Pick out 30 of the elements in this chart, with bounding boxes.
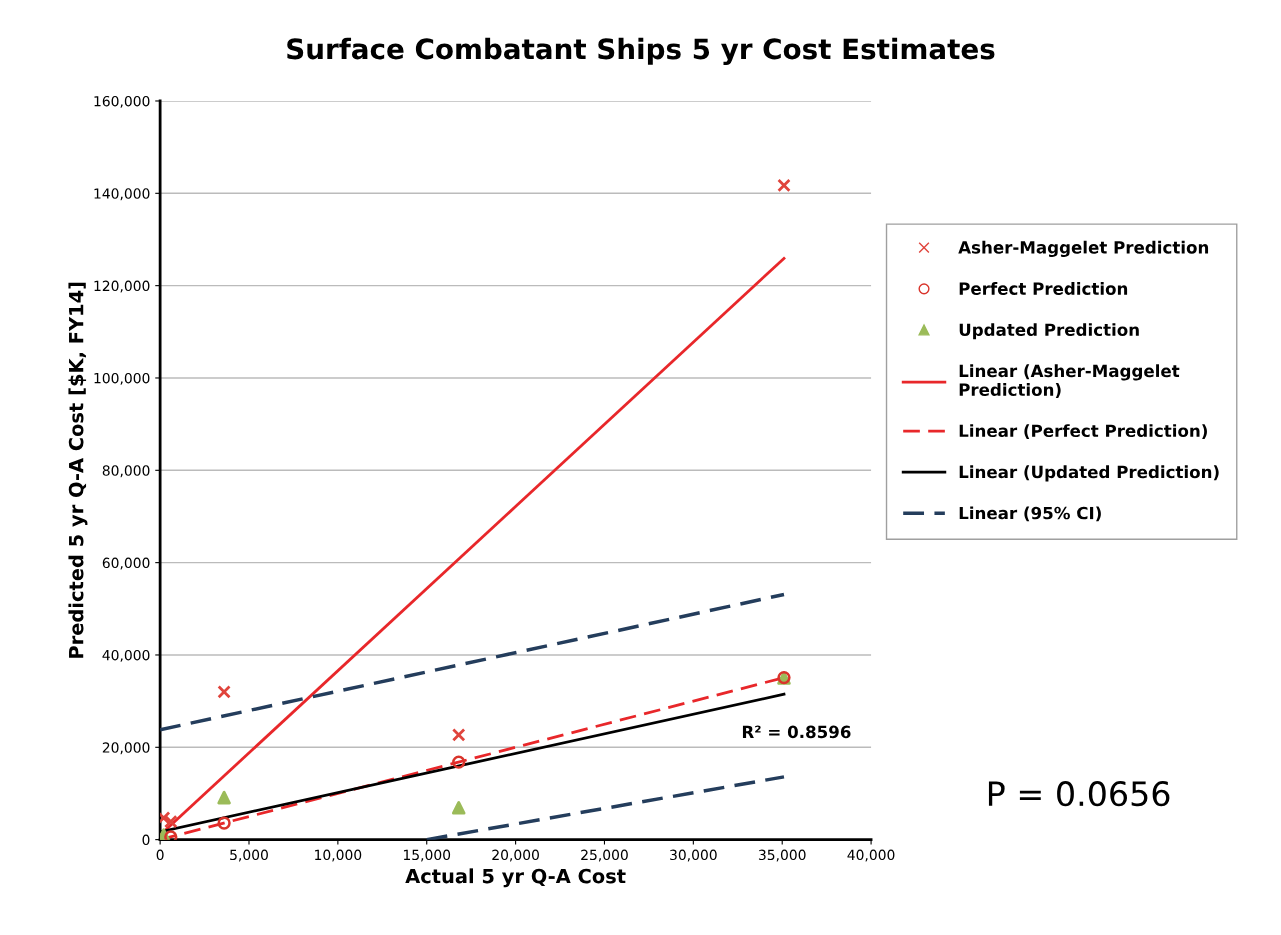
y-tick-label: 0 <box>142 834 150 846</box>
legend-label: Linear (Asher-Maggelet Prediction) <box>959 364 1180 398</box>
y-tick-label: 160,000 <box>94 95 150 108</box>
legend-label: Updated Prediction <box>959 323 1139 340</box>
chart-title: Surface Combatant Ships 5 yr Cost Estimates <box>287 37 995 65</box>
x-tick-label: 30,000 <box>670 849 717 862</box>
legend-label: Asher-Maggelet Prediction <box>958 240 1209 258</box>
y-tick-label: 100,000 <box>94 372 150 385</box>
y-axis-title: Predicted 5 yr Q-A Cost [$K, FY14] <box>68 282 88 658</box>
y-tick-label: 60,000 <box>102 557 150 570</box>
x-tick-label: 25,000 <box>581 849 628 862</box>
x-axis-title: Actual 5 yr Q-A Cost <box>405 868 626 888</box>
legend-label: Linear (95% CI) <box>959 506 1101 522</box>
text: P = 0.0656 <box>988 781 1170 807</box>
annotation: R² = 0.8596 <box>742 725 851 739</box>
y-tick-label: 120,000 <box>94 280 150 293</box>
x-tick-label: 35,000 <box>758 849 806 862</box>
legend-label: Perfect Prediction <box>959 282 1128 295</box>
y-tick-label: 20,000 <box>102 742 150 755</box>
x-tick-label: 0 <box>156 849 164 861</box>
x-tick-label: 40,000 <box>847 849 895 862</box>
legend-label: Linear (Updated Prediction) <box>959 465 1219 482</box>
y-tick-label: 80,000 <box>102 465 150 478</box>
x-tick-label: 20,000 <box>492 849 539 862</box>
x-tick-label: 10,000 <box>315 849 362 862</box>
x-tick-label: 15,000 <box>403 849 451 862</box>
y-tick-label: 40,000 <box>102 649 150 662</box>
legend-label: Linear (Perfect Prediction) <box>959 424 1207 440</box>
x-tick-label: 5,000 <box>230 849 268 862</box>
y-tick-label: 140,000 <box>94 188 150 201</box>
